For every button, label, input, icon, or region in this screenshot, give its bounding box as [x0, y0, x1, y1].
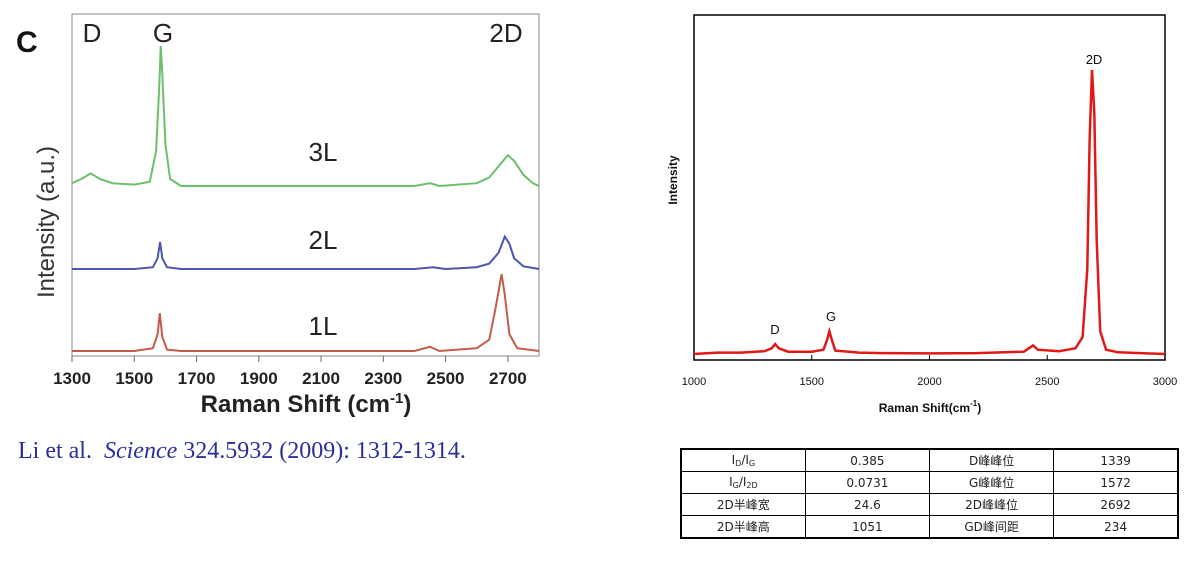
- series-line-1l: [72, 273, 540, 353]
- citation-journal: Science: [103, 438, 178, 464]
- series-line-3l: [71, 45, 540, 188]
- x-tick-label: 2500: [1035, 376, 1059, 388]
- table-row: 2D半峰宽 24.6 2D峰峰位 2692: [680, 493, 1179, 516]
- table-cell: 234: [1053, 515, 1179, 539]
- right-raman-chart: Intensity D G 2D 1000 1500 2000 2500 3000 Ra…: [666, 14, 1177, 415]
- left-x-axis: 1300 1500 1700 1900 2100 2300 2500 2700: [53, 356, 527, 388]
- annotation-2d: 2D: [1086, 52, 1103, 67]
- left-series-label-3l: 3L: [309, 137, 338, 167]
- x-tick-label: 1300: [53, 369, 91, 388]
- x-tick-label: 2700: [489, 369, 527, 388]
- x-tick-label: 1700: [178, 369, 216, 388]
- right-x-axis: 1000 1500 2000 2500 3000: [682, 355, 1177, 388]
- peak-label-g: G: [153, 18, 173, 48]
- x-tick-label: 2500: [427, 369, 465, 388]
- table-cell: 2D半峰宽: [680, 493, 806, 516]
- citation-authors: Li et al.: [18, 438, 92, 464]
- left-raman-chart: C D G 2D Intensity (a.u.) 3L 2L 1L 1300 1…: [16, 13, 540, 418]
- left-ylabel: Intensity (a.u.): [33, 146, 60, 298]
- series-line-2l: [72, 234, 540, 271]
- table-cell: GD峰间距: [928, 515, 1055, 539]
- table-cell: ID/IG: [680, 448, 806, 472]
- right-ylabel: Intensity: [666, 155, 680, 205]
- table-cell: 2692: [1053, 493, 1179, 516]
- x-tick-label: 3000: [1153, 376, 1177, 388]
- peak-label-d: D: [83, 18, 102, 48]
- panel-label: C: [16, 26, 38, 59]
- table-cell: 2D峰峰位: [928, 493, 1055, 516]
- table-cell: 2D半峰高: [680, 515, 806, 539]
- raman-parameter-table: ID/IG 0.385 D峰峰位 1339 IG/I2D 0.0731 G峰峰位…: [680, 448, 1179, 539]
- table-cell: 0.385: [804, 448, 931, 472]
- table-cell: 1572: [1053, 471, 1179, 494]
- table-cell: D峰峰位: [928, 448, 1055, 472]
- table-row: 2D半峰高 1051 GD峰间距 234: [680, 515, 1179, 539]
- table-cell: 1339: [1053, 448, 1179, 472]
- x-tick-label: 2000: [917, 376, 941, 388]
- table-row: IG/I2D 0.0731 G峰峰位 1572: [680, 471, 1179, 494]
- table-cell: 24.6: [804, 493, 931, 516]
- x-tick-label: 2100: [302, 369, 340, 388]
- x-tick-label: 2300: [364, 369, 402, 388]
- left-series-label-1l: 1L: [309, 311, 338, 341]
- table-cell: IG/I2D: [680, 471, 806, 494]
- x-tick-label: 1500: [800, 376, 824, 388]
- table-row: ID/IG 0.385 D峰峰位 1339: [680, 448, 1179, 472]
- left-series-label-2l: 2L: [309, 225, 338, 255]
- table-cell: 1051: [804, 515, 931, 539]
- table-cell: 0.0731: [804, 471, 931, 494]
- series-line-spectrum: [693, 69, 1166, 356]
- citation: Li et al. Science 324.5932 (2009): 1312-…: [18, 438, 466, 465]
- left-xlabel: Raman Shift (cm-1): [201, 390, 412, 418]
- annotation-g: G: [826, 309, 836, 324]
- citation-details: 324.5932 (2009): 1312-1314.: [183, 438, 466, 464]
- x-tick-label: 1900: [240, 369, 278, 388]
- table-cell: G峰峰位: [928, 471, 1055, 494]
- x-tick-label: 1500: [115, 369, 153, 388]
- peak-label-2d: 2D: [489, 18, 522, 48]
- x-tick-label: 1000: [682, 376, 706, 388]
- right-xlabel: Raman Shift(cm-1): [879, 399, 981, 415]
- annotation-d: D: [770, 322, 779, 337]
